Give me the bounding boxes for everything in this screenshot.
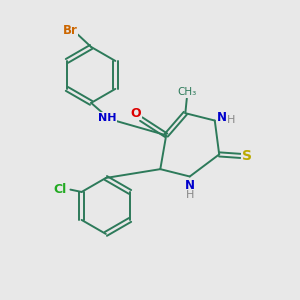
Text: Br: Br — [62, 24, 77, 37]
Text: N: N — [185, 179, 195, 192]
Text: H: H — [227, 115, 235, 125]
Text: H: H — [186, 190, 194, 200]
Text: Cl: Cl — [54, 183, 67, 196]
Text: S: S — [242, 149, 252, 163]
Text: CH₃: CH₃ — [177, 87, 196, 97]
Text: O: O — [130, 107, 141, 120]
Text: N: N — [217, 110, 227, 124]
Text: NH: NH — [98, 112, 117, 123]
